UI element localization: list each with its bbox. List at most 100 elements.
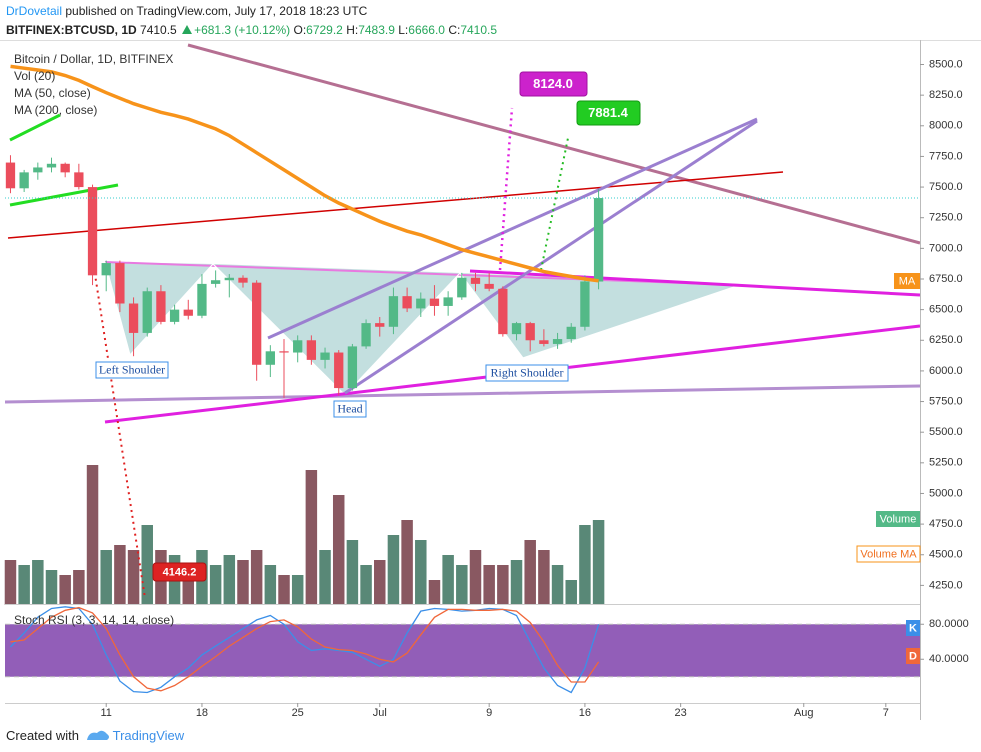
candle-body <box>183 309 193 316</box>
downtrend <box>187 43 921 245</box>
y-tick-label: 7750.0 <box>929 150 963 162</box>
badge-text: D <box>909 650 917 662</box>
volume <box>4 465 605 605</box>
volume-bar <box>32 560 44 605</box>
volume-bar <box>209 565 222 605</box>
legend-entry: MA (200, close) <box>14 103 97 117</box>
target: 7881.4 <box>588 105 629 120</box>
label-box <box>485 364 569 382</box>
candle-body <box>484 283 494 289</box>
y-tick-label: 5000.0 <box>929 487 963 499</box>
candle-body <box>74 172 84 188</box>
d-line <box>10 606 600 692</box>
volume-bar <box>510 560 523 605</box>
candle-body <box>320 352 330 360</box>
c-label: C: <box>448 23 461 37</box>
volume-bar <box>497 565 509 605</box>
candle-body <box>87 187 98 276</box>
callouts: Left Shoulder Head Right Shoulder 8124.0… <box>95 71 641 582</box>
magenta-high <box>469 269 921 297</box>
legend-entry: MA (50, close) <box>14 86 91 100</box>
x-tick-label: Jul <box>373 707 387 719</box>
label: Right Shoulder <box>490 365 563 379</box>
candle-body <box>443 297 453 306</box>
x-tick-label: 11 <box>100 707 111 719</box>
projection-2 <box>540 137 569 271</box>
author[interactable]: DrDovetail <box>6 4 63 18</box>
label: Left Shoulder <box>99 362 165 376</box>
top-border <box>0 40 981 41</box>
candle-body <box>210 280 221 284</box>
change: +681.3 (+10.12%) <box>194 23 291 37</box>
volume-bar <box>291 575 304 605</box>
y-tick-label: 6750.0 <box>929 273 963 285</box>
y-tick-label: 4750.0 <box>929 518 963 530</box>
badge-text: MA <box>899 275 916 287</box>
oscillator-title: Stoch RSI (3, 3, 14, 14, close) <box>14 613 174 627</box>
badge <box>876 511 920 527</box>
candle-body <box>33 167 43 173</box>
badge-text: K <box>909 622 917 634</box>
y-tick-label: 6250.0 <box>929 334 963 346</box>
price-series <box>5 64 920 694</box>
volume-bar <box>73 570 85 605</box>
candle-body <box>566 326 576 340</box>
volume-bar <box>456 565 468 605</box>
publish-line: DrDovetail published on TradingView.com,… <box>6 2 497 21</box>
support <box>4 384 921 404</box>
volume-bar <box>565 580 577 605</box>
logo <box>86 730 109 740</box>
green-line <box>9 183 119 207</box>
y-tick-label: 7250.0 <box>929 212 963 224</box>
x-tick-label: 9 <box>486 707 492 719</box>
volume-bar <box>401 520 413 605</box>
c-value: 7410.5 <box>460 23 498 37</box>
last: 7410.5 <box>140 23 177 37</box>
published: published on TradingView.com, July 17, 2… <box>65 4 368 18</box>
candle-body <box>60 163 70 173</box>
volume-bar <box>250 550 263 605</box>
volume-bar <box>237 560 249 605</box>
volume-bar <box>469 550 482 605</box>
candle-body <box>347 346 358 389</box>
volume-bar <box>551 565 564 605</box>
label-box <box>333 400 367 418</box>
badge-text: Volume MA <box>860 548 917 560</box>
label: Head <box>337 401 362 415</box>
header: DrDovetail published on TradingView.com,… <box>6 2 497 40</box>
candle-body <box>306 340 317 360</box>
candle-body <box>457 277 467 298</box>
volume-bar <box>100 550 112 605</box>
candle-body <box>375 323 385 327</box>
candle-body <box>101 263 111 276</box>
volume-bar <box>305 470 318 605</box>
label-box <box>95 361 169 379</box>
y-tick-label: 7000.0 <box>929 242 963 254</box>
price-axis-line <box>920 40 921 720</box>
target-box <box>152 562 207 582</box>
green-line <box>9 113 61 142</box>
badge <box>894 273 920 289</box>
y-tick-label: 5750.0 <box>929 395 963 407</box>
volume-bar <box>18 565 30 605</box>
y-tick-label: 8250.0 <box>929 89 963 101</box>
candle-body <box>128 303 139 333</box>
y-tick-label: 8000.0 <box>929 120 963 132</box>
red-trend <box>7 171 784 239</box>
candle-body <box>416 298 426 309</box>
brand[interactable]: TradingView <box>112 728 185 743</box>
volume-bar <box>182 565 195 605</box>
candle-body <box>593 198 604 282</box>
candle-body <box>142 291 152 333</box>
l-label: L: <box>398 23 409 37</box>
volume-bar <box>387 535 400 605</box>
y-tick-label: 4500.0 <box>929 549 963 561</box>
candle-body <box>539 340 549 344</box>
volume-bar <box>374 560 386 605</box>
volume-bar <box>428 580 441 605</box>
volume-bar <box>524 540 536 605</box>
target: 4146.2 <box>163 566 197 578</box>
candle-body <box>429 298 440 306</box>
x-tick-label: 23 <box>675 707 687 719</box>
candle-body <box>19 172 29 189</box>
